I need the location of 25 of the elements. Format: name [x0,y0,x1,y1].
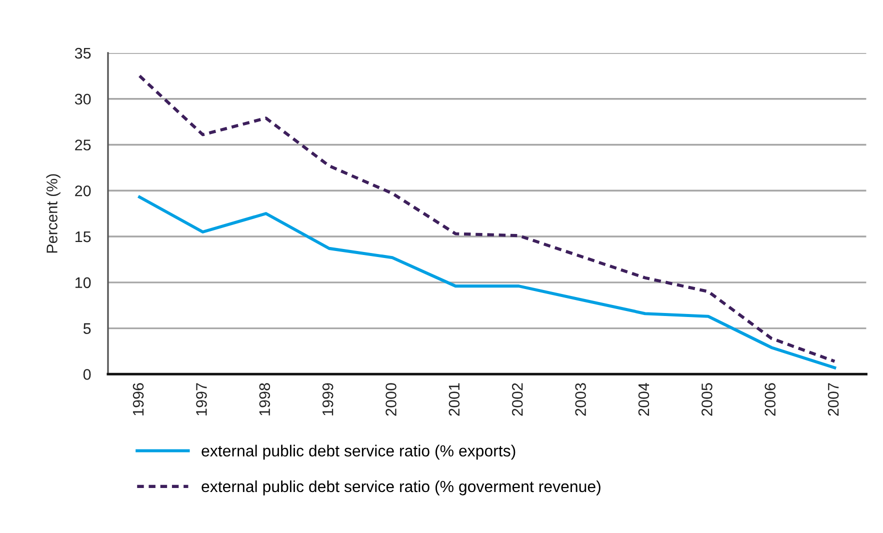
line-series [138,74,836,363]
y-tick-label: 10 [75,277,91,288]
y-tick-label: 20 [75,186,91,196]
y-tick-label: 30 [74,94,91,105]
x-tick-label: 1996 [132,383,144,416]
line-series [138,196,836,370]
legend-label: external public debt service ratio (% exports) [202,444,516,460]
x-tick-label: 2001 [448,383,460,416]
x-tick-label: 1997 [196,383,207,416]
x-tick-label: 2000 [386,383,396,416]
x-tick-label: 2002 [512,383,523,416]
y-tick-label: 0 [83,369,91,380]
y-tick-label: 35 [74,48,91,59]
x-tick-label: 2005 [702,383,712,416]
x-tick-label: 2003 [575,383,586,416]
x-tick-label: 2007 [828,383,839,416]
x-tick-label: 1999 [322,383,334,416]
x-tick-label: 2004 [638,382,650,416]
y-tick-label: 5 [83,323,91,334]
y-axis-title: Percent (%) [46,174,60,253]
x-tick-label: 1998 [259,383,270,416]
legend-label: external public debt service ratio (% goverment revenue) [202,480,600,496]
y-tick-label: 15 [75,232,91,242]
x-tick-label: 2006 [764,383,776,416]
y-tick-label: 25 [75,140,91,150]
